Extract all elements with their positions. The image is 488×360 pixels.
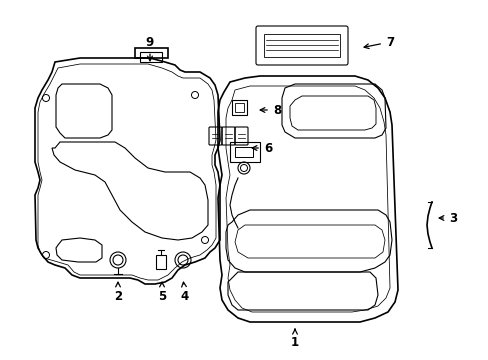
Text: 2: 2 — [114, 282, 122, 302]
Bar — [140, 52, 162, 62]
Text: 6: 6 — [252, 141, 271, 154]
Text: 1: 1 — [290, 329, 299, 348]
Text: 7: 7 — [364, 36, 393, 49]
Text: 3: 3 — [438, 212, 456, 225]
Text: 5: 5 — [158, 282, 166, 302]
Text: 8: 8 — [260, 104, 281, 117]
Bar — [235, 103, 244, 112]
Bar — [231, 100, 246, 115]
Bar — [156, 255, 165, 269]
Text: 9: 9 — [145, 36, 154, 61]
Text: 4: 4 — [181, 282, 189, 302]
Bar — [235, 147, 252, 157]
Bar — [229, 142, 260, 162]
Bar — [264, 34, 339, 57]
